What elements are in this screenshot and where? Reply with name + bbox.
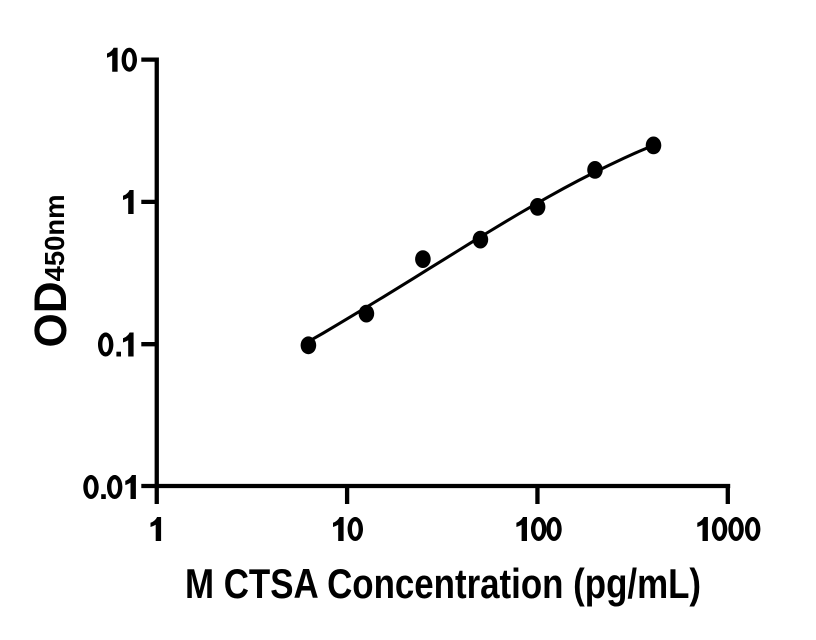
svg-text:M CTSA Concentration (pg/mL): M CTSA Concentration (pg/mL): [185, 560, 701, 607]
